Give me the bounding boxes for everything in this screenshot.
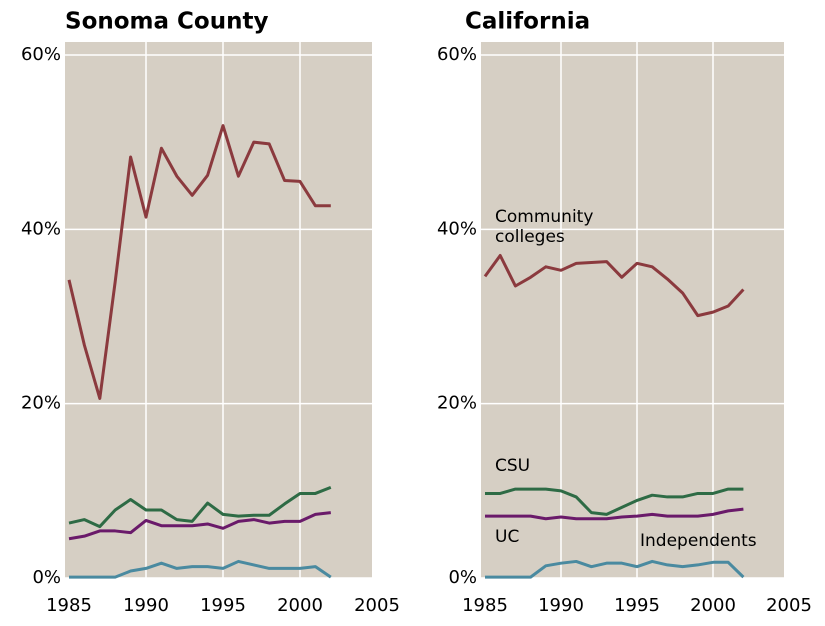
series-line (68, 511, 331, 541)
y-tick-label: 0% (32, 567, 61, 588)
series-line (69, 559, 332, 579)
y-tick-label: 20% (437, 393, 477, 414)
series-line (67, 124, 331, 400)
series-line (68, 485, 332, 529)
series-line (483, 253, 745, 318)
x-tick-label: 1995 (200, 595, 246, 616)
series-line (485, 487, 744, 516)
x-tick-label: 2005 (354, 595, 400, 616)
x-tick-label: 1990 (538, 595, 584, 616)
chart-title: California (465, 9, 590, 35)
plot-background (481, 42, 784, 578)
y-tick-label: 40% (437, 218, 477, 239)
series-label: UC (495, 527, 519, 547)
y-tick-label: 20% (21, 393, 61, 414)
series-label: Community colleges (495, 207, 593, 247)
x-tick-label: 1990 (123, 595, 169, 616)
chart-title: Sonoma County (65, 9, 268, 35)
y-tick-label: 0% (448, 567, 477, 588)
x-tick-label: 1995 (614, 595, 660, 616)
x-tick-label: 2000 (690, 595, 736, 616)
series-line (485, 507, 744, 521)
y-tick-label: 60% (437, 44, 477, 65)
x-tick-label: 2000 (277, 595, 323, 616)
y-tick-label: 60% (21, 44, 61, 65)
plot-background (65, 42, 372, 578)
x-tick-label: 1985 (46, 595, 92, 616)
x-tick-label: 1985 (462, 595, 508, 616)
y-tick-label: 40% (21, 218, 61, 239)
x-tick-label: 2005 (766, 595, 812, 616)
series-label: CSU (495, 456, 530, 476)
series-line (485, 559, 745, 579)
series-label: Independents (640, 531, 757, 551)
